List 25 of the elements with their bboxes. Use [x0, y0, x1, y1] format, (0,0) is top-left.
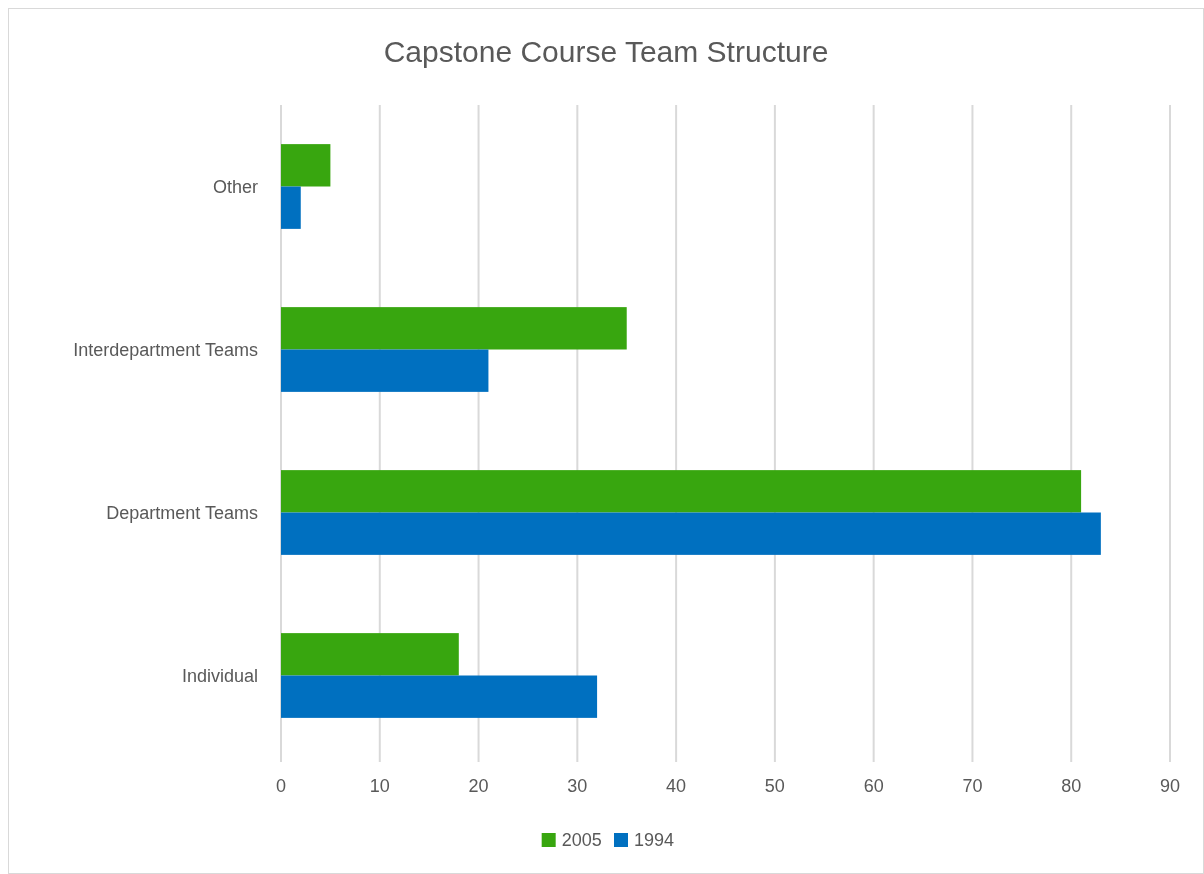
x-tick-label: 80	[1061, 776, 1082, 797]
x-tick-label: 20	[468, 776, 489, 797]
x-tick-label: 0	[275, 776, 287, 797]
x-tick-label: 30	[567, 776, 588, 797]
y-tick-label: Interdepartment Teams	[73, 339, 258, 360]
bar	[281, 470, 1082, 513]
y-tick-label: Other	[212, 176, 258, 197]
legend-label: 2005	[561, 830, 602, 851]
bar	[281, 512, 1101, 555]
y-tick-label: Department Teams	[106, 502, 258, 523]
chart-title: Capstone Course Team Structure	[383, 35, 829, 68]
bar	[281, 675, 598, 718]
bar	[281, 186, 301, 229]
x-tick-label: 10	[369, 776, 390, 797]
x-tick-label: 40	[666, 776, 687, 797]
bar	[281, 633, 459, 676]
x-tick-label: 60	[863, 776, 884, 797]
x-tick-label: 50	[764, 776, 785, 797]
legend-label: 1994	[634, 830, 675, 851]
bar	[281, 349, 489, 392]
y-tick-label: Individual	[181, 665, 258, 686]
x-tick-label: 90	[1159, 776, 1181, 797]
bar	[281, 307, 627, 350]
x-tick-label: 70	[962, 776, 983, 797]
bar	[281, 144, 331, 187]
